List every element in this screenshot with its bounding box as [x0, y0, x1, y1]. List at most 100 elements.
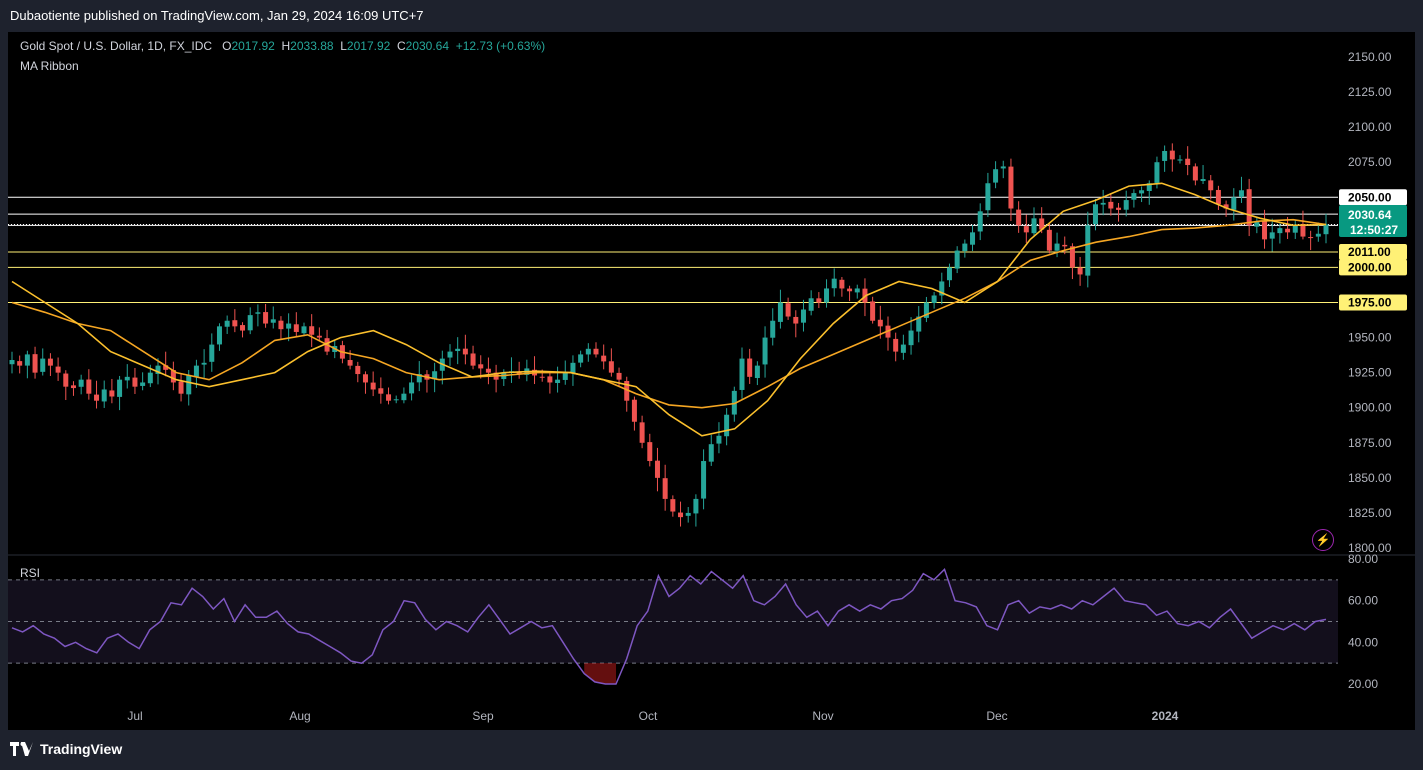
candle-body	[970, 232, 976, 245]
brand-name: TradingView	[40, 741, 123, 757]
candle-body	[939, 281, 945, 296]
yellow-price-tag-label: 1975.00	[1348, 296, 1392, 310]
candle-body	[278, 320, 284, 330]
candle-body	[1123, 200, 1129, 210]
price-tick-label: 2075.00	[1348, 155, 1392, 169]
candle-body	[1146, 183, 1152, 192]
candle-body	[216, 326, 222, 345]
candle-body	[1100, 202, 1106, 205]
candle-body	[347, 360, 353, 366]
time-tick-label: Aug	[289, 709, 310, 723]
price-tick-label: 1800.00	[1348, 541, 1392, 555]
price-tick-label: 1825.00	[1348, 506, 1392, 520]
price-tick-label: 1850.00	[1348, 471, 1392, 485]
candle-body	[286, 323, 292, 329]
candle-body	[1254, 221, 1260, 227]
candle-body	[117, 379, 123, 397]
candle-body	[409, 382, 415, 394]
candle-body	[1085, 225, 1091, 276]
candle-body	[316, 335, 322, 338]
candle-body	[854, 288, 860, 293]
candle-body	[193, 365, 199, 377]
candle-body	[1215, 189, 1221, 205]
candle-body	[685, 512, 691, 516]
rsi-line	[11, 568, 1327, 685]
candle-body	[432, 371, 438, 380]
change-value: +12.73 (+0.63%)	[455, 39, 546, 53]
candle-body	[47, 358, 53, 366]
candle-body	[263, 312, 269, 324]
candle-body	[1277, 228, 1283, 234]
candle-body	[1092, 204, 1098, 225]
candle-body	[70, 385, 76, 389]
symbol-title: Gold Spot / U.S. Dollar, 1D, FX_IDC	[20, 39, 213, 53]
candle-body	[1246, 189, 1252, 226]
candle-body	[86, 379, 92, 394]
lightning-icon[interactable]: ⚡	[1312, 529, 1334, 551]
candle-body	[831, 278, 837, 289]
candle-body	[1192, 166, 1198, 181]
candle-body	[1238, 190, 1244, 197]
low-label: L	[340, 39, 347, 53]
candle-body	[78, 379, 84, 387]
candle-body	[962, 243, 968, 252]
candle-body	[309, 326, 315, 335]
chart-legend: Gold Spot / U.S. Dollar, 1D, FX_IDC O201…	[20, 39, 545, 73]
candle-body	[355, 365, 361, 375]
candle-body	[1162, 150, 1168, 161]
candle-body	[293, 324, 299, 332]
candle-body	[785, 303, 791, 317]
candle-body	[170, 370, 176, 383]
candle-body	[977, 211, 983, 232]
candle-body	[793, 316, 799, 324]
yellow-price-tag-label: 2000.00	[1348, 260, 1392, 274]
last-price-tag-countdown: 12:50:27	[1350, 223, 1398, 237]
time-axis: Jul Aug Sep Oct Nov Dec 2024	[127, 709, 1178, 723]
candle-body	[101, 389, 107, 402]
price-tick-label: 2100.00	[1348, 120, 1392, 134]
candle-body	[270, 319, 276, 323]
candle-body	[570, 362, 576, 374]
candle-body	[1062, 244, 1068, 247]
price-tags: 2038.002050.002030.002011.002000.001975.…	[1339, 189, 1407, 311]
candle-body	[993, 169, 999, 183]
candle-body	[155, 365, 161, 374]
candle-body	[178, 381, 184, 394]
rsi-pane: 80.00 60.00 40.00 20.00	[8, 552, 1378, 691]
candle-body	[1200, 179, 1206, 182]
rsi-tick-label: 40.00	[1348, 635, 1378, 649]
candle-body	[946, 267, 952, 281]
candle-body	[516, 372, 522, 375]
candle-body	[124, 376, 130, 381]
candle-body	[447, 351, 453, 358]
candle-body	[393, 399, 399, 401]
candle-body	[1077, 267, 1083, 275]
rsi-tick-label: 60.00	[1348, 594, 1378, 608]
indicator-name[interactable]: MA Ribbon	[20, 59, 79, 73]
candle-body	[247, 315, 253, 331]
candle-body	[585, 348, 591, 355]
candle-body	[1008, 166, 1014, 209]
time-tick-label: Dec	[986, 709, 1007, 723]
candle-body	[731, 390, 737, 415]
candles	[9, 143, 1329, 527]
candle-body	[716, 435, 722, 444]
candle-body	[147, 372, 153, 384]
rsi-oversold-fill	[584, 663, 617, 684]
price-tick-label: 1925.00	[1348, 366, 1392, 380]
candle-body	[816, 298, 822, 303]
candle-body	[647, 442, 653, 462]
candle-body	[747, 358, 753, 377]
ma-fast-line	[11, 182, 1327, 437]
candle-body	[1154, 162, 1160, 183]
publisher-text: Dubaotiente published on TradingView.com…	[10, 8, 424, 23]
yellow-price-tag	[1339, 259, 1407, 276]
rsi-label[interactable]: RSI	[20, 566, 41, 580]
time-tick-label: Oct	[639, 709, 658, 723]
tradingview-logo[interactable]: TradingView	[10, 741, 122, 757]
candle-body	[1039, 218, 1045, 230]
close-value: 2030.64	[405, 39, 450, 53]
candle-body	[1223, 204, 1229, 209]
candle-body	[1292, 225, 1298, 233]
